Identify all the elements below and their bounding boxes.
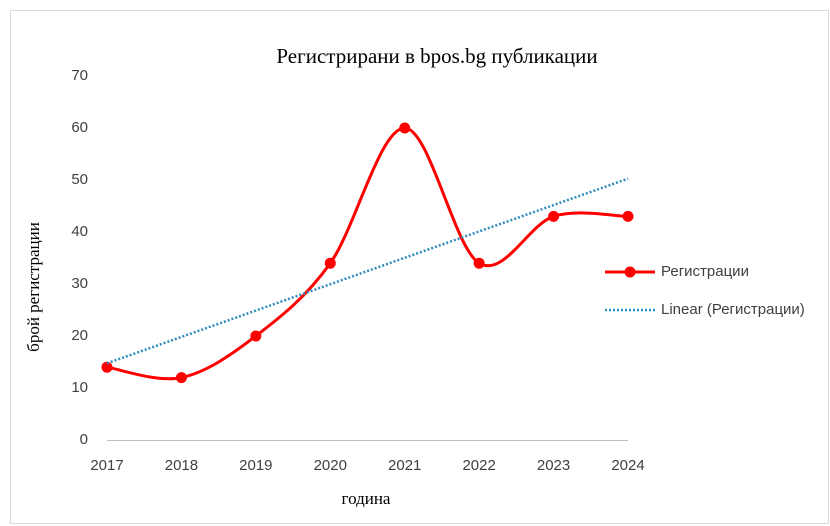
- chart-border: [10, 10, 829, 524]
- y-tick-label: 70: [71, 67, 88, 84]
- y-axis-title: брой регистрации: [24, 222, 43, 352]
- y-tick-label: 30: [71, 275, 88, 292]
- x-tick-label: 2018: [165, 457, 198, 474]
- y-tick-label: 60: [71, 119, 88, 136]
- x-tick-label: 2024: [611, 457, 644, 474]
- x-tick-label: 2017: [90, 457, 123, 474]
- chart-title: Регистрирани в bpos.bg публикации: [276, 44, 597, 68]
- legend-marker: [624, 266, 636, 278]
- x-tick-label: 2023: [537, 457, 570, 474]
- legend-label: Linear (Регистрации): [661, 301, 805, 318]
- data-point: [250, 330, 262, 342]
- trend-line: [106, 177, 629, 365]
- x-tick-label: 2019: [239, 457, 272, 474]
- data-point: [175, 372, 187, 384]
- data-point: [473, 257, 485, 269]
- data-point: [324, 257, 336, 269]
- legend-label: Регистрации: [661, 263, 749, 280]
- y-tick-label: 0: [80, 431, 88, 448]
- x-axis-title: година: [342, 489, 391, 508]
- y-tick-label: 40: [71, 223, 88, 240]
- data-point: [101, 361, 113, 373]
- y-tick-label: 50: [71, 171, 88, 188]
- y-tick-label: 10: [71, 379, 88, 396]
- series-line: [106, 126, 629, 381]
- data-point: [548, 210, 560, 222]
- data-point: [622, 210, 634, 222]
- x-tick-label: 2020: [314, 457, 347, 474]
- data-point: [399, 122, 411, 134]
- x-tick-label: 2022: [462, 457, 495, 474]
- x-tick-label: 2021: [388, 457, 421, 474]
- y-tick-label: 20: [71, 327, 88, 344]
